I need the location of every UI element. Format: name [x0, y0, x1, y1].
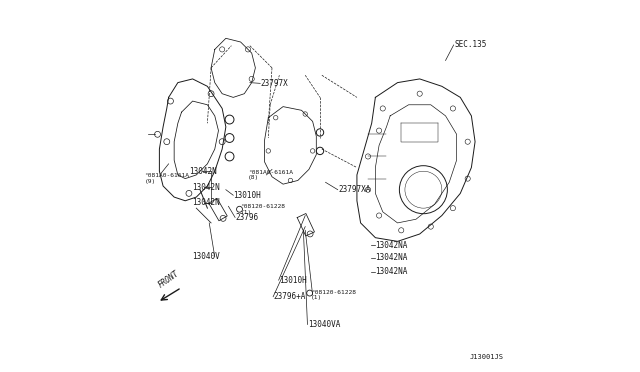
Text: 13042NA: 13042NA — [376, 241, 408, 250]
Text: 23797XA: 23797XA — [339, 185, 371, 194]
Text: °08120-61228
(1): °08120-61228 (1) — [311, 289, 356, 300]
Text: 13040V: 13040V — [193, 252, 220, 262]
Text: FRONT: FRONT — [157, 269, 180, 289]
Text: 13010H: 13010H — [233, 191, 261, 200]
Text: 23796+A: 23796+A — [274, 292, 306, 301]
Text: 13042NA: 13042NA — [376, 253, 408, 263]
Text: 13010H: 13010H — [280, 276, 307, 285]
Text: SEC.135: SEC.135 — [455, 41, 487, 49]
Text: 13042NA: 13042NA — [376, 267, 408, 276]
Text: °081A0-6161A
(8): °081A0-6161A (8) — [248, 170, 293, 180]
Text: 13040VA: 13040VA — [308, 320, 340, 329]
Text: 13042N: 13042N — [189, 167, 217, 176]
Text: 23796: 23796 — [235, 213, 258, 222]
Text: 13042N: 13042N — [193, 183, 220, 192]
Text: °081A0-6161A
(9): °081A0-6161A (9) — [145, 173, 189, 184]
Text: 13042N: 13042N — [193, 198, 220, 207]
Text: °08120-61228
(1): °08120-61228 (1) — [241, 204, 285, 215]
Text: J13001JS: J13001JS — [470, 353, 504, 360]
Text: 23797X: 23797X — [261, 79, 289, 88]
